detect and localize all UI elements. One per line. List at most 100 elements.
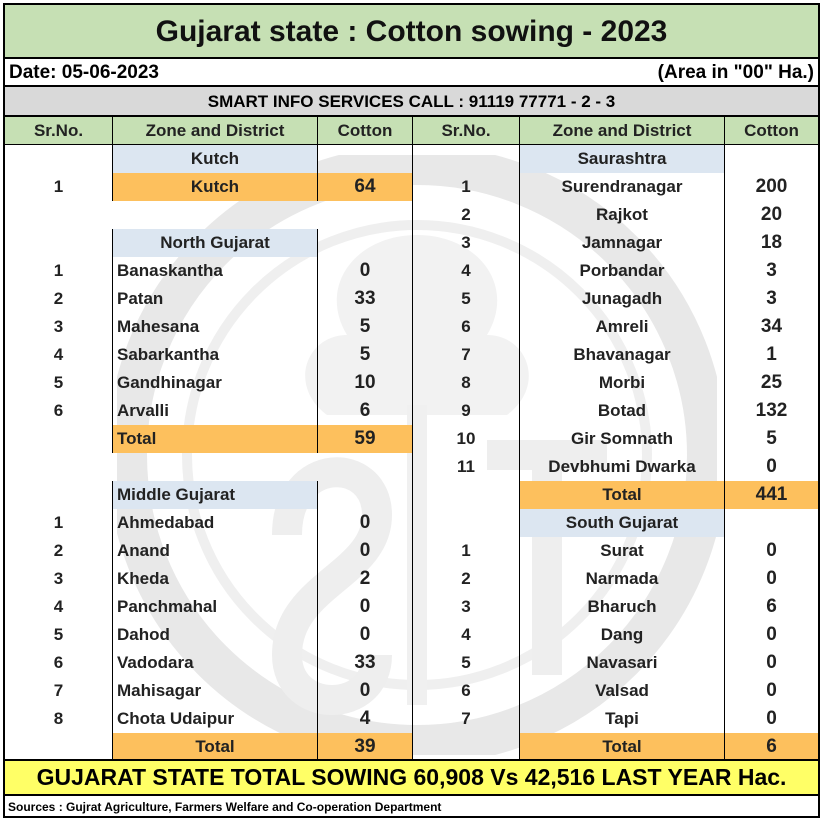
district-srno: 5 xyxy=(413,649,520,677)
district-srno: 4 xyxy=(5,341,113,369)
district-cotton-value: 0 xyxy=(318,677,413,705)
district-srno: 2 xyxy=(413,565,520,593)
left-srno-empty xyxy=(5,229,113,257)
district-cotton-value: 34 xyxy=(760,316,783,337)
district-srno: 5 xyxy=(5,621,113,649)
district-name: Dang xyxy=(520,621,725,649)
district-cotton-value: 20 xyxy=(760,204,783,225)
district-name: Bhavanagar xyxy=(520,341,725,369)
table-row: Total 59 10 Gir Somnath 5 xyxy=(5,425,818,453)
district-cotton-value: 6 xyxy=(766,596,777,617)
blank-cell xyxy=(5,453,413,481)
district-name: Dahod xyxy=(113,621,318,649)
district-cotton-value: 0 xyxy=(766,680,777,701)
left-cotton-empty xyxy=(318,481,413,509)
blank-cell xyxy=(5,201,413,229)
header-cotton-left: Cotton xyxy=(318,117,413,145)
district-name: Rajkot xyxy=(520,201,725,229)
zone-heading: South Gujarat xyxy=(520,509,725,537)
district-name: Gandhinagar xyxy=(113,369,318,397)
district-cotton-value: 0 xyxy=(318,509,413,537)
district-name: Porbandar xyxy=(520,257,725,285)
district-srno: 8 xyxy=(413,369,520,397)
table-row: 4 Panchmahal 0 3 Bharuch 6 xyxy=(5,593,818,621)
district-srno: 2 xyxy=(413,201,520,229)
district-name: Sabarkantha xyxy=(113,341,318,369)
district-name: Jamnagar xyxy=(520,229,725,257)
zone-heading: Saurashtra xyxy=(520,145,725,173)
district-name: Devbhumi Dwarka xyxy=(520,453,725,481)
district-srno: 3 xyxy=(5,313,113,341)
district-cotton-value: 0 xyxy=(318,621,413,649)
zone-heading: North Gujarat xyxy=(113,229,318,257)
district-cotton-value: 0 xyxy=(318,593,413,621)
district-cotton-value: 33 xyxy=(318,285,413,313)
zone-total-value: 441 xyxy=(725,481,818,509)
zone-total-label: Total xyxy=(520,481,725,509)
district-cotton-value: 0 xyxy=(766,652,777,673)
district-srno: 2 xyxy=(5,537,113,565)
district-name: Surat xyxy=(520,537,725,565)
district-srno: 1 xyxy=(5,173,113,201)
district-cotton-value: 0 xyxy=(766,708,777,729)
table-row: 2 Rajkot 20 xyxy=(5,201,818,229)
district-name: Kutch xyxy=(113,173,318,201)
district-srno: 7 xyxy=(413,705,520,733)
district-name: Narmada xyxy=(520,565,725,593)
district-srno: 9 xyxy=(413,397,520,425)
area-unit-note: (Area in "00" Ha.) xyxy=(657,62,814,83)
district-srno: 2 xyxy=(5,285,113,313)
table-row: Kutch Saurashtra xyxy=(5,145,818,173)
district-cotton-value: 64 xyxy=(318,173,413,201)
district-name: Chota Udaipur xyxy=(113,705,318,733)
report-date: Date: 05-06-2023 xyxy=(9,62,159,83)
district-srno: 4 xyxy=(5,593,113,621)
zone-total-label: Total xyxy=(520,733,725,761)
district-name: Morbi xyxy=(520,369,725,397)
district-srno: 11 xyxy=(413,453,520,481)
district-cotton-value: 25 xyxy=(760,372,783,393)
left-srno-empty xyxy=(5,425,113,453)
table-header-row: Sr.No. Zone and District Cotton Sr.No. Z… xyxy=(5,117,818,145)
district-cotton-value: 2 xyxy=(318,565,413,593)
page-title: Gujarat state : Cotton sowing - 2023 xyxy=(5,5,818,59)
table-row: 6 Arvalli 6 9 Botad 132 xyxy=(5,397,818,425)
call-info-bar: SMART INFO SERVICES CALL : 91119 77771 -… xyxy=(5,87,818,117)
left-cotton-empty xyxy=(318,145,413,173)
source-note: Sources : Gujrat Agriculture, Farmers We… xyxy=(8,800,442,814)
header-zone-left: Zone and District xyxy=(113,117,318,145)
district-name: Valsad xyxy=(520,677,725,705)
district-name: Ahmedabad xyxy=(113,509,318,537)
district-srno: 3 xyxy=(413,593,520,621)
table-row: 2 Patan 33 5 Junagadh 3 xyxy=(5,285,818,313)
district-cotton-value: 0 xyxy=(766,568,777,589)
district-srno: 6 xyxy=(413,677,520,705)
header-zone-right: Zone and District xyxy=(520,117,725,145)
district-cotton-value: 0 xyxy=(318,537,413,565)
zone-total-label: Total xyxy=(113,733,318,761)
table-row: 1 Kutch 64 1 Surendranagar 200 xyxy=(5,173,818,201)
district-srno: 1 xyxy=(5,257,113,285)
zone-total-label: Total xyxy=(113,425,318,453)
table-row: 5 Gandhinagar 10 8 Morbi 25 xyxy=(5,369,818,397)
right-srno-empty xyxy=(413,509,520,537)
table-row: 5 Dahod 0 4 Dang 0 xyxy=(5,621,818,649)
date-bar: Date: 05-06-2023 (Area in "00" Ha.) xyxy=(5,59,818,87)
district-name: Patan xyxy=(113,285,318,313)
district-cotton-value: 5 xyxy=(318,313,413,341)
right-srno-empty xyxy=(413,145,520,173)
table-row: 3 Kheda 2 2 Narmada 0 xyxy=(5,565,818,593)
district-name: Amreli xyxy=(520,313,725,341)
district-srno: 4 xyxy=(413,257,520,285)
table-row: 11 Devbhumi Dwarka 0 xyxy=(5,453,818,481)
district-name: Panchmahal xyxy=(113,593,318,621)
district-cotton-value: 33 xyxy=(318,649,413,677)
header-srno-left: Sr.No. xyxy=(5,117,113,145)
table-row: 1 Ahmedabad 0 South Gujarat xyxy=(5,509,818,537)
table-row: Total 39 Total 6 xyxy=(5,733,818,761)
district-name: Gir Somnath xyxy=(520,425,725,453)
district-name: Anand xyxy=(113,537,318,565)
zone-heading: Middle Gujarat xyxy=(113,481,318,509)
district-name: Surendranagar xyxy=(520,173,725,201)
district-cotton-value: 132 xyxy=(755,400,788,421)
